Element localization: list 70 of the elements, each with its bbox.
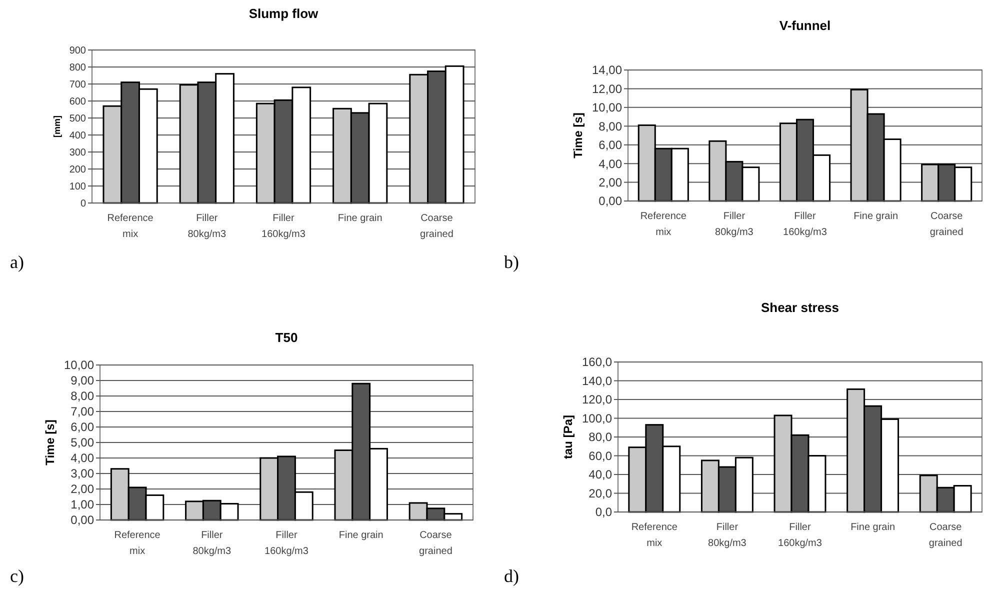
y-tick-label: 120,0 [582,392,612,407]
y-tick-label: 300 [69,148,86,158]
y-tick-label: 800 [69,62,86,74]
y-tick-label: 0,00 [70,513,94,528]
y-tick-label: 80,0 [588,430,612,444]
y-tick-label: 4,00 [70,451,94,466]
y-tick-label: 0,00 [598,194,622,208]
chart-title: V-funnel [779,18,831,33]
y-axis-title: [mm] [52,116,62,138]
y-tick-label: 40,0 [588,468,612,482]
y-tick-label: 140,0 [582,374,612,388]
x-tick-label: Fine grain [850,522,896,533]
x-tick-label: Coarse grained [419,530,452,557]
y-tick-label: 8,00 [598,119,622,134]
y-tick-label: 600 [69,96,86,108]
x-tick-label: Fine grain [338,213,382,224]
x-tick-label: Reference mix [114,530,161,557]
y-tick-label: 200 [69,164,86,176]
x-tick-label: Reference mix [107,213,154,240]
x-tick-label: Coarse grained [420,213,454,240]
text: a) [10,252,24,272]
y-tick-label: 500 [69,114,86,124]
y-tick-label: 0 [80,198,86,210]
x-tick-label: Reference mix [631,522,678,549]
y-tick-label: 2,00 [598,175,622,190]
y-tick-label: 6,00 [598,138,622,152]
y-tick-label: 4,00 [598,156,622,171]
x-tick-label: Filler 160kg/m3 [783,211,828,238]
y-tick-label: 2,00 [70,482,94,496]
y-axis-title: tau [Pa] [561,414,575,460]
x-tick-label: Fine grain [338,530,384,541]
y-tick-label: 400 [69,130,86,142]
x-tick-label: Reference mix [640,211,687,238]
y-tick-label: 100,0 [582,411,612,426]
chart-title: Slump flow [248,6,320,21]
x-tick-label: Filler 160kg/m3 [264,530,309,557]
x-tick-label: Filler 80kg/m3 [192,530,232,557]
y-tick-label: 12,00 [592,82,622,96]
y-tick-label: 7,00 [70,404,94,419]
y-tick-label: 900 [69,46,86,56]
y-tick-label: 1,00 [70,498,94,512]
y-tick-label: 0,0 [595,505,612,520]
y-tick-label: 8,00 [70,389,94,404]
y-tick-label: 10,00 [592,100,622,115]
y-tick-label: 9,00 [70,374,94,388]
y-axis-title: Time [s] [43,420,57,466]
y-tick-label: 700 [69,80,86,90]
x-tick-label: Filler 160kg/m3 [262,213,306,240]
text: b) [504,252,519,272]
x-tick-label: Fine grain [854,211,898,222]
x-tick-label: Filler 80kg/m3 [188,213,227,240]
chart-title: T50 [275,330,298,345]
y-tick-label: 10,00 [64,358,94,372]
y-tick-label: 14,00 [592,63,622,78]
y-tick-label: 160,0 [582,355,612,370]
text: c) [10,566,24,586]
x-tick-label: Filler 80kg/m3 [715,211,754,238]
y-tick-label: 5,00 [70,436,94,450]
y-tick-label: 60,0 [588,448,612,463]
y-tick-label: 3,00 [70,466,94,481]
text: d) [504,566,519,586]
y-tick-label: 20,0 [588,486,612,500]
chart-title: Shear stress [760,300,840,315]
y-tick-label: 6,00 [70,420,94,434]
y-tick-label: 100 [69,182,86,192]
x-tick-label: Coarse grained [928,522,962,549]
y-axis-title: Time [s] [571,112,585,158]
x-tick-label: Filler 160kg/m3 [778,522,822,549]
x-tick-label: Filler 80kg/m3 [708,522,747,549]
x-tick-label: Coarse grained [930,211,964,238]
